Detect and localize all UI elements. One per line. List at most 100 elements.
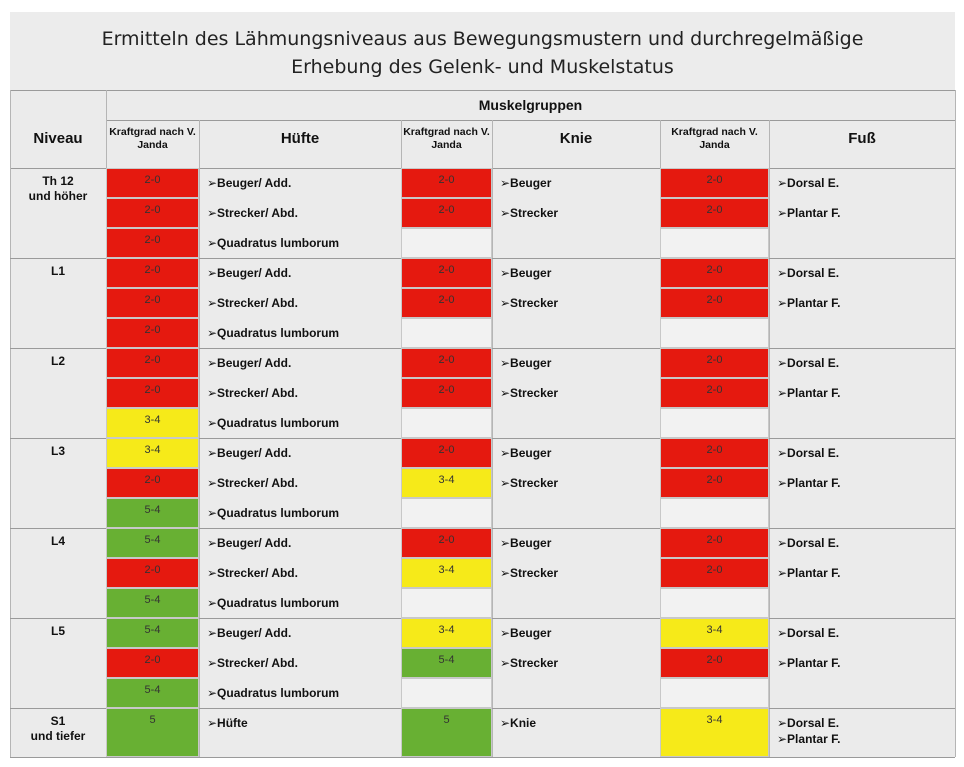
grade-cell: 3-4: [660, 618, 769, 648]
muscle-label: ➢Dorsal E.: [777, 176, 840, 190]
grade-cell: 2-0: [660, 348, 769, 378]
muscle-label: ➢Plantar F.: [777, 732, 841, 746]
muscle-label: ➢Strecker: [500, 386, 559, 400]
column-border: [10, 90, 11, 757]
muscle-label: ➢Plantar F.: [777, 296, 841, 310]
grade-cell: 3-4: [106, 408, 199, 438]
grade-cell: 2-0: [660, 258, 769, 288]
muscle-label: ➢Quadratus lumborum: [207, 506, 340, 520]
grade-cell: 2-0: [401, 288, 492, 318]
grade-cell: 3-4: [401, 558, 492, 588]
muscle-label: ➢Beuger: [500, 266, 552, 280]
muscle-label: ➢Beuger/ Add.: [207, 176, 292, 190]
group-header: Muskelgruppen: [478, 97, 583, 113]
empty-cell: [660, 228, 769, 258]
empty-cell: [660, 678, 769, 708]
row-border: [10, 90, 955, 91]
grade-cell: 2-0: [106, 348, 199, 378]
muscle-label: ➢Beuger: [500, 356, 552, 370]
grade-cell: 2-0: [660, 378, 769, 408]
empty-cell: [401, 678, 492, 708]
grade-cell: 2-0: [106, 258, 199, 288]
empty-cell: [660, 498, 769, 528]
muscle-label: ➢Plantar F.: [777, 206, 841, 220]
title-band: [10, 12, 955, 90]
grade-cell: 2-0: [660, 168, 769, 198]
muscle-label: ➢Strecker/ Abd.: [207, 386, 298, 400]
row-border: [10, 757, 955, 758]
grade-cell: 2-0: [106, 228, 199, 258]
grade-cell: 5-4: [106, 618, 199, 648]
grade-cell: 3-4: [401, 618, 492, 648]
grade-cell: 2-0: [106, 558, 199, 588]
muscle-label: ➢Plantar F.: [777, 476, 841, 490]
grade-cell: 2-0: [401, 168, 492, 198]
grade-cell: 2-0: [106, 288, 199, 318]
muscle-label: ➢Quadratus lumborum: [207, 416, 340, 430]
muscle-label: ➢Dorsal E.: [777, 716, 840, 730]
grade-cell: 3-4: [401, 468, 492, 498]
column-border: [955, 90, 956, 757]
empty-cell: [660, 588, 769, 618]
title-line: Erhebung des Gelenk- und Muskelstatus: [291, 56, 674, 78]
empty-cell: [401, 318, 492, 348]
empty-cell: [401, 408, 492, 438]
column-header: Knie: [559, 130, 593, 147]
grade-cell: 2-0: [660, 288, 769, 318]
muscle-label: ➢Strecker/ Abd.: [207, 206, 298, 220]
level-label: und tiefer: [30, 729, 86, 743]
muscle-label: ➢Strecker: [500, 476, 559, 490]
muscle-label: ➢Dorsal E.: [777, 356, 840, 370]
grade-cell: 5: [401, 708, 492, 757]
level-label: L1: [50, 264, 65, 278]
column-header: Kraftgrad nach V. Janda: [403, 126, 490, 151]
muscle-label: ➢Strecker/ Abd.: [207, 476, 298, 490]
muscle-label: ➢Beuger: [500, 626, 552, 640]
muscle-label: ➢Beuger: [500, 446, 552, 460]
muscle-label: ➢Beuger: [500, 536, 552, 550]
grade-cell: 5-4: [106, 678, 199, 708]
level-label: L5: [50, 624, 65, 638]
grade-cell: 5: [106, 708, 199, 757]
column-header: Fuß: [848, 130, 876, 147]
grade-cell: 2-0: [401, 198, 492, 228]
muscle-label: ➢Strecker: [500, 296, 559, 310]
row-border: [106, 120, 955, 121]
grade-cell: 2-0: [106, 468, 199, 498]
muscle-label: ➢Dorsal E.: [777, 536, 840, 550]
muscle-label: ➢Quadratus lumborum: [207, 326, 340, 340]
muscle-label: ➢Beuger/ Add.: [207, 446, 292, 460]
column-header: Hüfte: [280, 130, 320, 147]
muscle-label: ➢Quadratus lumborum: [207, 236, 340, 250]
grade-cell: 2-0: [401, 378, 492, 408]
muscle-label: ➢Quadratus lumborum: [207, 596, 340, 610]
title-line: Ermitteln des Lähmungsniveaus aus Bewegu…: [101, 28, 864, 50]
column-header: Kraftgrad nach V. Janda: [109, 126, 196, 151]
level-label: Th 12: [42, 174, 74, 188]
empty-cell: [401, 498, 492, 528]
grade-cell: 2-0: [106, 318, 199, 348]
grade-cell: 5-4: [106, 498, 199, 528]
grade-cell: 5-4: [106, 528, 199, 558]
muscle-label: ➢Beuger/ Add.: [207, 626, 292, 640]
grade-cell: 2-0: [401, 348, 492, 378]
column-header: Kraftgrad nach V. Janda: [671, 126, 758, 151]
muscle-label: ➢Beuger/ Add.: [207, 356, 292, 370]
grade-cell: 2-0: [660, 468, 769, 498]
muscle-label: ➢Knie: [500, 716, 537, 730]
muscle-label: ➢Strecker: [500, 566, 559, 580]
grade-cell: 2-0: [660, 648, 769, 678]
muscle-label: ➢Beuger/ Add.: [207, 536, 292, 550]
grade-cell: 2-0: [106, 648, 199, 678]
level-label: und höher: [28, 189, 88, 203]
muscle-label: ➢Strecker: [500, 206, 559, 220]
muscle-label: ➢Quadratus lumborum: [207, 686, 340, 700]
muscle-label: ➢Dorsal E.: [777, 446, 840, 460]
empty-cell: [660, 318, 769, 348]
grade-cell: 2-0: [106, 168, 199, 198]
level-label: L4: [50, 534, 65, 548]
column-header: Niveau: [33, 130, 83, 147]
muscle-label: ➢Beuger: [500, 176, 552, 190]
grade-cell: 3-4: [660, 708, 769, 757]
